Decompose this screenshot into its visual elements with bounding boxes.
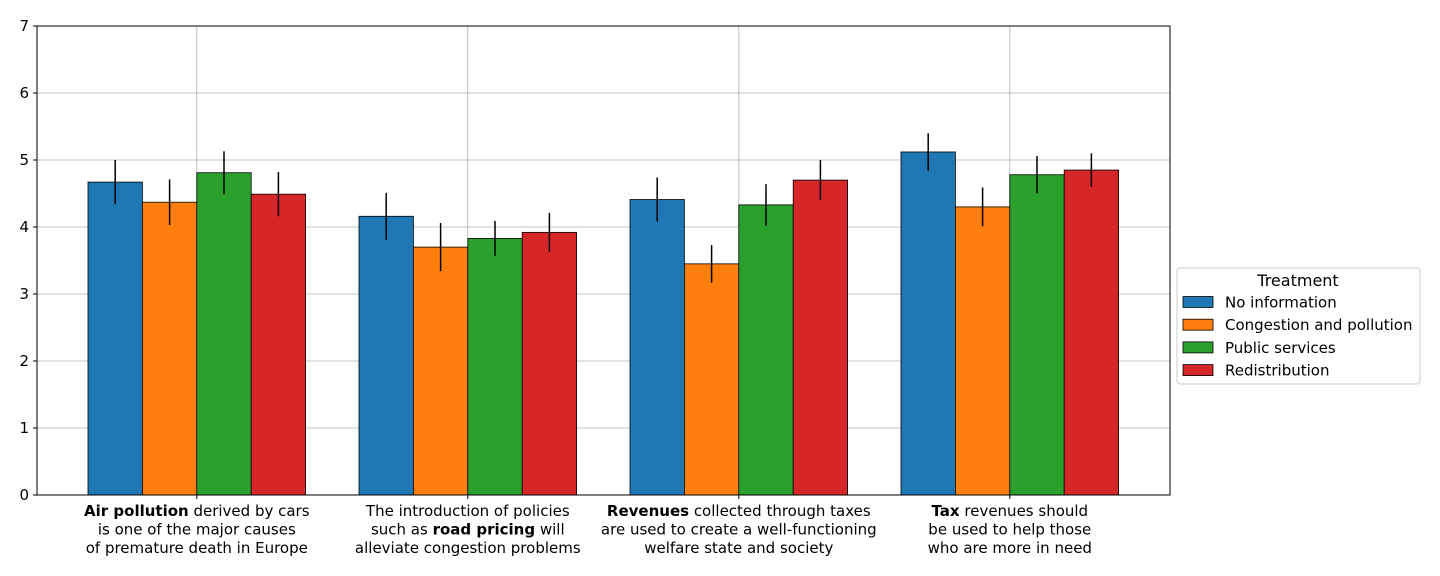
x-tick-label-run: The introduction of policies — [365, 502, 570, 520]
x-tick-label: Revenues collected through taxes are used… — [601, 502, 877, 557]
legend-label: Public services — [1225, 339, 1336, 357]
y-tick-label: 2 — [19, 352, 29, 370]
x-axis: Air pollution derived by cars is one of t… — [84, 495, 1092, 557]
x-tick-label-run: are used to create a well-functioning — [601, 521, 877, 539]
y-axis: 0 1 2 3 4 5 6 7 — [19, 17, 37, 504]
bar — [467, 237, 523, 496]
legend-label: Redistribution — [1225, 362, 1329, 380]
legend-box — [1176, 267, 1421, 385]
x-tick-label-run: Air pollution — [84, 502, 189, 520]
bar — [412, 246, 469, 496]
y-tick-label: 3 — [19, 285, 29, 303]
x-tick-label-run: Tax — [932, 502, 960, 520]
y-tick-label: 6 — [19, 84, 29, 102]
bars — [87, 151, 1119, 496]
legend-swatch — [1182, 341, 1214, 354]
bar — [738, 204, 794, 496]
y-tick-label: 5 — [19, 151, 29, 169]
bar — [1063, 169, 1119, 496]
bar — [521, 231, 578, 496]
legend-swatch — [1182, 364, 1214, 377]
plot-area-frame — [36, 25, 1171, 496]
x-tick-label-run: Revenues — [607, 502, 689, 520]
bar — [955, 206, 1011, 496]
bar — [684, 263, 740, 496]
x-tick-label-run: such as — [371, 521, 433, 539]
x-tick-label: Tax revenues should be used to help those… — [928, 502, 1092, 557]
bar — [629, 199, 685, 496]
x-tick-label: Air pollution derived by cars is one of t… — [84, 502, 310, 557]
bar — [358, 215, 414, 496]
bar — [1009, 174, 1065, 496]
legend-label: No information — [1225, 294, 1337, 312]
y-tick-label: 0 — [19, 486, 29, 504]
y-tick-label: 1 — [19, 419, 29, 437]
error-bars — [114, 133, 1093, 283]
legend-label: Congestion and pollution — [1225, 316, 1413, 334]
bar — [87, 181, 143, 496]
legend: Treatment No information Congestion and p… — [1176, 267, 1421, 385]
x-tick-label-run: welfare state and society — [644, 539, 833, 557]
legend-swatch — [1182, 318, 1214, 331]
y-tick-label: 4 — [19, 218, 29, 236]
bar — [250, 193, 306, 496]
x-tick-label-run: be used to help those — [928, 521, 1091, 539]
bar — [792, 179, 849, 496]
x-tick-label-run: of premature death in Europe — [86, 539, 308, 557]
bar — [196, 172, 252, 496]
bar — [141, 201, 198, 496]
legend-items: No information Congestion and pollution Pu… — [1182, 294, 1413, 380]
x-tick-label-run: who are more in need — [928, 539, 1092, 557]
x-tick-label-run: derived by cars — [189, 502, 310, 520]
y-tick-label: 7 — [19, 17, 29, 35]
x-tick-label-run: revenues should — [960, 502, 1088, 520]
x-tick-label-run: alleviate congestion problems — [355, 539, 581, 557]
x-tick-label-run: road pricing — [433, 521, 536, 539]
x-tick-label: The introduction of policies such as road… — [355, 502, 581, 557]
x-tick-label-run: is one of the major causes — [98, 521, 296, 539]
bar — [900, 151, 956, 496]
x-tick-label-run: will — [535, 521, 565, 539]
x-tick-label-run: collected through taxes — [689, 502, 871, 520]
legend-title: Treatment — [1256, 271, 1338, 290]
legend-swatch — [1182, 296, 1214, 308]
